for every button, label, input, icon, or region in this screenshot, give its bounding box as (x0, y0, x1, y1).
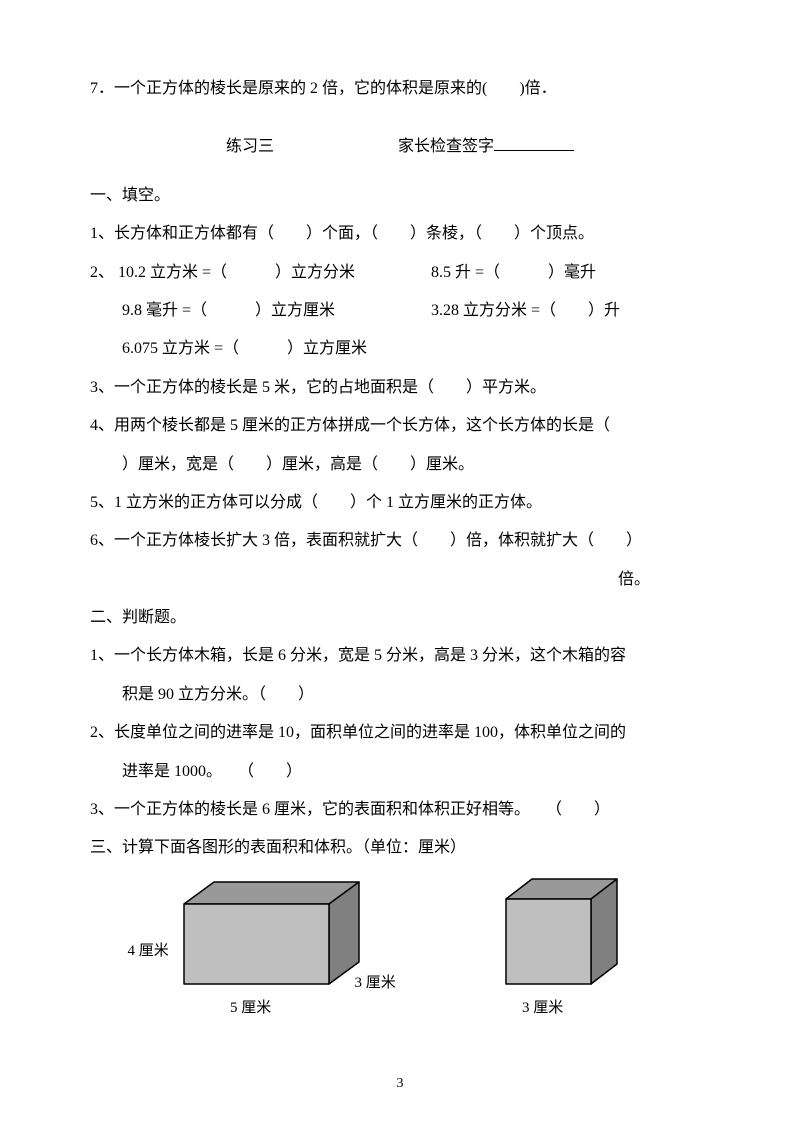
s1-q5: 5、1 立方米的正方体可以分成（ ）个 1 立方厘米的正方体。 (90, 484, 710, 522)
figure-cube: 3 厘米 (505, 878, 618, 1015)
figure-cuboid: 4 厘米 3 厘米 5 厘米 (183, 881, 360, 1015)
s1-q4b: ）厘米，宽是（ ）厘米，高是（ ）厘米。 (90, 446, 710, 484)
s1-q2-r1l: 2、 10.2 立方米 =（ ）立方分米 (90, 254, 431, 292)
cuboid-svg (183, 881, 360, 985)
sign-underline (494, 135, 574, 151)
s2-q2b: 进率是 1000。 （ ） (90, 753, 710, 791)
s1-q6a: 6、一个正方体棱长扩大 3 倍，表面积就扩大（ ）倍，体积就扩大（ ） (90, 522, 710, 560)
s2-q1a: 1、一个长方体木箱，长是 6 分米，宽是 5 分米，高是 3 分米，这个木箱的容 (90, 637, 710, 675)
cuboid-label-depth: 3 厘米 (355, 965, 396, 1001)
sign-text: 家长检查签字 (398, 138, 494, 155)
s1-q2-row2: 9.8 毫升 =（ ）立方厘米 3.28 立方分米 =（ ）升 (90, 292, 710, 330)
section-1-title: 一、填空。 (90, 177, 710, 215)
s1-q2-r2r: 3.28 立方分米 =（ ）升 (431, 292, 710, 330)
figures-row: 4 厘米 3 厘米 5 厘米 3 厘米 (90, 878, 710, 1015)
s1-q2-row1: 2、 10.2 立方米 =（ ）立方分米 8.5 升 =（ ）毫升 (90, 254, 710, 292)
s1-q2-r2l: 9.8 毫升 =（ ）立方厘米 (90, 292, 431, 330)
s1-q4a: 4、用两个棱长都是 5 厘米的正方体拼成一个长方体，这个长方体的长是（ (90, 407, 710, 445)
s1-q3: 3、一个正方体的棱长是 5 米，它的占地面积是（ ）平方米。 (90, 369, 710, 407)
page-number: 3 (397, 1067, 404, 1101)
cuboid-label-width: 5 厘米 (230, 990, 271, 1026)
s1-q2-row3: 6.075 立方米 =（ ）立方厘米 (90, 330, 710, 368)
s1-q2-r3l: 6.075 立方米 =（ ）立方厘米 (90, 330, 431, 368)
s2-q1b: 积是 90 立方分米。（ ） (90, 676, 710, 714)
s1-q1: 1、长方体和正方体都有（ ）个面，（ ）条棱，（ ）个顶点。 (90, 215, 710, 253)
cube-svg (505, 878, 618, 985)
s2-q3: 3、一个正方体的棱长是 6 厘米，它的表面积和体积正好相等。 （ ） (90, 791, 710, 829)
s1-q6b: 倍。 (90, 561, 710, 599)
parent-sign-label: 家长检查签字 (398, 128, 574, 166)
exercise-header: 练习三 家长检查签字 (90, 128, 710, 166)
question-7: 7．一个正方体的棱长是原来的 2 倍，它的体积是原来的( )倍． (90, 70, 710, 108)
s1-q2-r1r: 8.5 升 =（ ）毫升 (431, 254, 710, 292)
cube-label-width: 3 厘米 (522, 990, 563, 1026)
s2-q2a: 2、长度单位之间的进率是 10，面积单位之间的进率是 100，体积单位之间的 (90, 714, 710, 752)
section-2-title: 二、判断题。 (90, 599, 710, 637)
cuboid-label-height: 4 厘米 (128, 933, 169, 969)
exercise-title: 练习三 (226, 128, 274, 166)
section-3-title: 三、计算下面各图形的表面积和体积。（单位：厘米） (90, 829, 710, 867)
